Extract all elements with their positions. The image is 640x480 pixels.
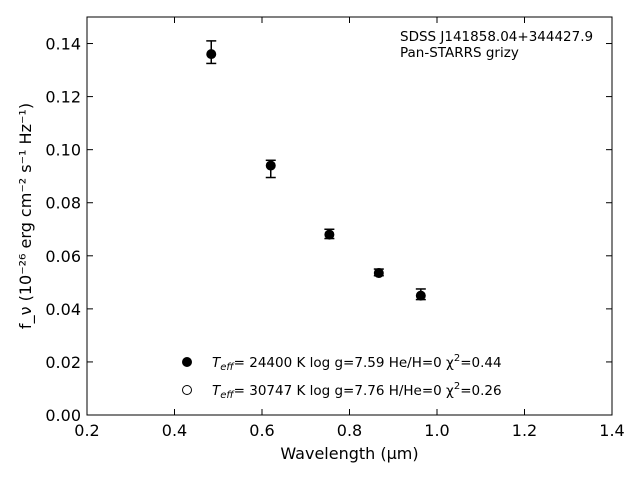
x-tick-label: 1.4: [599, 421, 624, 440]
y-tick-label: 0.04: [45, 300, 81, 319]
y-axis-ticks: 0.00 0.02 0.04 0.06 0.08 0.10 0.12 0.14: [45, 35, 612, 425]
x-tick-label: 1.2: [512, 421, 537, 440]
legend-marker: [182, 357, 192, 367]
data-points: [206, 40, 426, 301]
legend: Teff= 24400 K log g=7.59 He/H=0 χ2=0.44 T…: [182, 353, 502, 401]
y-tick-label: 0.08: [45, 194, 81, 213]
y-tick-label: 0.06: [45, 247, 81, 266]
x-tick-label: 0.8: [337, 421, 362, 440]
data-point: [415, 290, 426, 301]
annotation-line-1: SDSS J141858.04+344427.9: [400, 29, 593, 45]
data-point: [206, 49, 217, 60]
annotation-line-2: Pan-STARRS grizy: [400, 45, 519, 61]
y-tick-label: 0.02: [45, 353, 81, 372]
data-point: [265, 160, 276, 171]
x-tick-label: 1.0: [424, 421, 449, 440]
y-tick-label: 0.12: [45, 88, 81, 107]
legend-entry: Teff= 24400 K log g=7.59 He/H=0 χ2=0.44: [212, 353, 502, 373]
x-tick-label: 0.6: [249, 421, 274, 440]
y-tick-label: 0.14: [45, 35, 81, 54]
y-axis-label: f_ν (10⁻²⁶ erg cm⁻² s⁻¹ Hz⁻¹): [16, 103, 36, 329]
data-point: [373, 268, 384, 279]
y-tick-label: 0.10: [45, 141, 81, 160]
legend-marker: [182, 385, 192, 395]
x-tick-label: 0.4: [162, 421, 187, 440]
x-axis-label: Wavelength (μm): [280, 444, 418, 463]
legend-entry: Teff= 30747 K log g=7.76 H/He=0 χ2=0.26: [212, 381, 502, 401]
y-tick-label: 0.00: [45, 406, 81, 425]
x-axis-ticks: 0.2 0.4 0.6 0.8 1.0 1.2 1.4: [74, 17, 625, 440]
x-tick-label: 0.2: [74, 421, 99, 440]
data-point: [324, 229, 335, 240]
